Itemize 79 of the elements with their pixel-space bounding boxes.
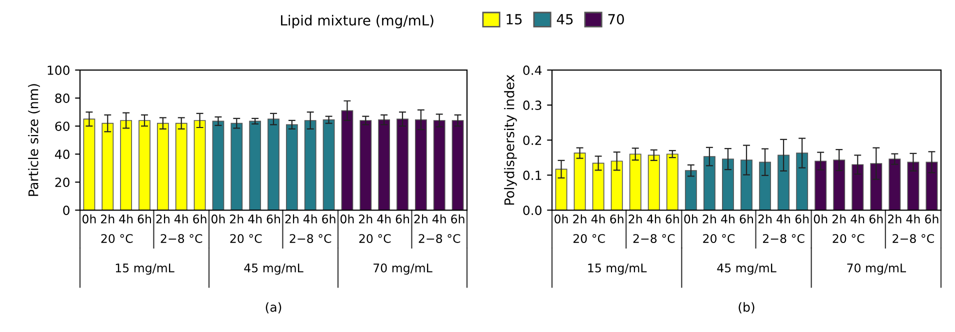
text: 20 °C [101, 234, 133, 244]
x-tick-label: 2h [573, 214, 586, 224]
y-tick-label: 0.3 [523, 100, 542, 110]
text: (b) [738, 302, 754, 314]
y-tick-label: 0.2 [523, 136, 542, 146]
x-tick-label: 6h [451, 214, 464, 224]
text: 45 mg/mL [717, 264, 776, 275]
text: 20 °C [230, 234, 262, 244]
x-tick-label: 6h [869, 214, 883, 224]
x-tick-label: 2h [359, 214, 372, 224]
x-tick-label: 6h [666, 214, 679, 224]
y-tick-label: 0.1 [523, 170, 542, 180]
x-tick-label: 2h [758, 214, 772, 224]
x-tick-label: 4h [646, 214, 660, 224]
x-tick-label: 0h [82, 214, 96, 224]
text: 2−8 °C [160, 234, 202, 244]
x-tick-label: 2h [156, 214, 170, 224]
x-tick-label: 4h [119, 214, 133, 224]
x-tick-label: 2h [230, 214, 244, 224]
y-tick-label: 20 [55, 178, 70, 188]
text: 20 °C [573, 234, 605, 244]
text: 15 mg/mL [116, 264, 174, 275]
x-tick-label: 2h [414, 214, 428, 224]
x-tick-label: 6h [266, 214, 280, 224]
text: 70 mg/mL [847, 263, 906, 275]
text: 2−8 °C [290, 234, 332, 244]
x-tick-label: 4h [432, 214, 446, 224]
x-tick-label: 6h [322, 214, 336, 224]
y-tick-label: 60 [55, 122, 70, 132]
y-tick-label: 80 [55, 94, 70, 103]
x-tick-label: 6h [795, 214, 809, 224]
x-tick-label: 4h [377, 214, 391, 224]
text: 20 °C [832, 234, 864, 244]
x-tick-label: 6h [396, 214, 409, 224]
text: 20 °C [359, 234, 391, 244]
x-tick-label: 4h [591, 214, 605, 224]
x-tick-label: 2h [888, 214, 902, 224]
text: 70 mg/mL [374, 263, 432, 275]
y-tick-label: 40 [54, 150, 70, 160]
y-tick-label: 0.4 [523, 66, 542, 75]
x-tick-label: 6h [740, 214, 753, 224]
y-axis-title: Polydispersity index [504, 74, 517, 205]
x-tick-label: 4h [303, 214, 317, 224]
x-tick-label: 4h [776, 214, 790, 224]
x-tick-label: 6h [138, 214, 151, 224]
x-tick-label: 6h [925, 214, 938, 224]
legend-label: 70 [608, 14, 624, 25]
x-tick-label: 0h [554, 214, 568, 224]
x-tick-label: 4h [721, 214, 734, 224]
text: 20 °C [703, 234, 735, 244]
x-tick-label: 2h [702, 214, 716, 224]
x-tick-label: 0h [211, 214, 225, 224]
x-tick-label: 2h [832, 214, 846, 224]
x-tick-label: 2h [285, 214, 298, 224]
text: 15 mg/mL [588, 264, 647, 275]
x-tick-label: 0h [814, 214, 828, 224]
x-tick-label: 6h [193, 214, 206, 224]
legend-label: 15 [506, 14, 522, 25]
x-tick-label: 4h [850, 214, 864, 224]
text: 2−8 °C [418, 234, 460, 244]
x-tick-label: 6h [610, 214, 624, 224]
y-tick-label: 0 [63, 206, 70, 216]
x-tick-label: 0h [340, 214, 354, 224]
legend-label: 45 [556, 14, 573, 25]
x-tick-label: 4h [906, 214, 920, 224]
y-axis-title: Particle size (nm) [28, 84, 40, 196]
legend-title: Lipid mixture (mg/mL) [281, 14, 434, 28]
text: 2−8 °C [892, 234, 934, 244]
text: (a) [266, 302, 282, 314]
text: 2−8 °C [633, 234, 675, 244]
y-tick-label: 100 [48, 66, 70, 75]
x-tick-label: 4h [248, 214, 262, 224]
x-tick-label: 2h [101, 214, 114, 224]
y-tick-label: 0.0 [523, 206, 542, 216]
x-tick-label: 4h [174, 214, 188, 224]
x-tick-label: 0h [684, 214, 698, 224]
x-tick-label: 2h [628, 214, 642, 224]
text: 45 mg/mL [244, 264, 304, 275]
text: 2−8 °C [763, 234, 804, 244]
